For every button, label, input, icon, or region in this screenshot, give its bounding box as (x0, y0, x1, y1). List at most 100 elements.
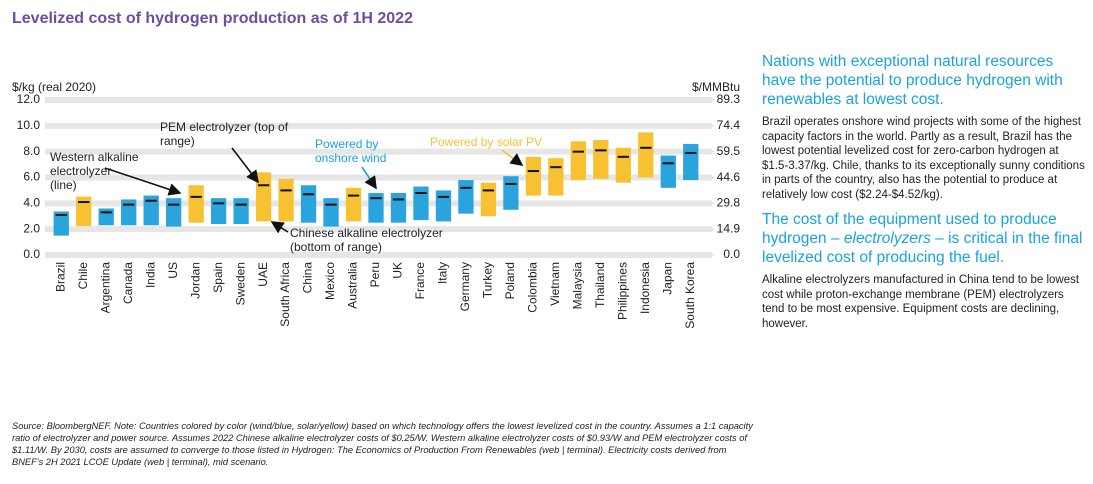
range-bar (233, 198, 249, 224)
x-tick-label: India (143, 262, 157, 288)
heading-part: – is critical in the final levelized cos… (762, 230, 1083, 266)
x-tick-label: Jordan (188, 262, 202, 299)
range-bar (210, 198, 227, 224)
x-tick-label: Australia (346, 262, 360, 309)
y-tick-label: 4.0 (23, 196, 40, 210)
x-tick-label: Italy (436, 262, 450, 284)
range-bar (300, 185, 317, 223)
x-tick-label: UAE (256, 262, 270, 287)
y2-tick-label: 89.3 (717, 92, 741, 106)
range-bar (345, 187, 362, 222)
chart: $/kg (real 2020) $/MMBtu 0.0 2.0 4.0 6.0 8.0… (12, 80, 741, 329)
x-tick-label: Chile (76, 262, 90, 290)
y-tick-label: 2.0 (23, 221, 40, 235)
range-bar (98, 208, 114, 226)
x-tick-label: Canada (121, 262, 135, 304)
range-bar (413, 186, 429, 221)
heading: The cost of the equipment used to produc… (762, 210, 1087, 267)
annotation: Western alkaline (50, 150, 139, 164)
x-tick-label: Spain (211, 262, 225, 293)
range-bar (593, 140, 609, 179)
text-panel: Nations with exceptional natural resourc… (762, 52, 1087, 339)
y2-tick-label: 29.8 (717, 195, 741, 209)
x-tick-label: South Korea (683, 262, 697, 329)
y2-tick-label: 14.9 (717, 221, 741, 235)
x-tick-label: Germany (458, 262, 472, 311)
heading-part: The cost of the equipment used to produc… (762, 211, 1057, 247)
y2-axis-label: $/MMBtu (692, 80, 740, 94)
arrow (231, 147, 259, 184)
x-tick-label: US (166, 262, 180, 279)
x-tick-label: Turkey (481, 262, 495, 298)
range-bar (121, 199, 137, 226)
x-tick-label: France (413, 262, 427, 300)
y2-tick-label: 74.4 (717, 118, 741, 132)
annotation: electrolyzer (50, 164, 111, 178)
range-bar (166, 198, 182, 227)
x-tick-label: Malaysia (571, 262, 585, 310)
x-tick-label: Colombia (526, 262, 540, 313)
range-bar (570, 141, 586, 181)
paragraph: Brazil operates onshore wind projects wi… (762, 116, 1085, 201)
y2-tick-label: 44.6 (717, 170, 741, 184)
x-tick-label: Indonesia (638, 262, 652, 314)
arrow (501, 149, 524, 166)
range-bar (660, 155, 676, 188)
x-tick-label: South Africa (278, 262, 292, 327)
annotation: Powered by solar PV (430, 135, 542, 149)
y-tick-label: 12.0 (17, 92, 41, 106)
range-bar (53, 211, 69, 236)
annotation: onshore wind (315, 151, 386, 165)
x-tick-label: Poland (503, 262, 517, 299)
y-tick-label: 6.0 (23, 170, 40, 184)
y-tick-label: 8.0 (23, 144, 40, 158)
annotation: (line) (50, 178, 77, 192)
annotation: (bottom of range) (290, 240, 382, 254)
x-tick-label: Mexico (323, 262, 337, 300)
source-note: Source: BloombergNEF. Note: Countries co… (12, 421, 753, 467)
annotation: range) (160, 134, 195, 148)
annotation-arrows (104, 147, 524, 234)
heading: Nations with exceptional natural resourc… (762, 53, 1063, 108)
y-tick-label: 10.0 (17, 118, 41, 132)
range-bar (76, 196, 92, 227)
x-tick-label: Brazil (53, 262, 67, 292)
x-tick-label: Philippines (615, 262, 629, 320)
paragraph: Alkaline electrolyzers manufactured in C… (762, 274, 1080, 330)
range-bar (683, 143, 699, 181)
range-bar (503, 176, 519, 210)
annotation: Powered by (315, 137, 378, 151)
range-bar (368, 193, 384, 223)
range-bar (638, 132, 654, 178)
x-tick-label: China (301, 262, 315, 294)
arrow (270, 221, 289, 234)
x-tick-label: Sweden (233, 262, 247, 305)
x-tick-label: Thailand (593, 262, 607, 308)
range-bar (188, 185, 204, 223)
y-axis-label: $/kg (real 2020) (12, 80, 96, 94)
y2-tick-label: 59.5 (717, 144, 741, 158)
range-bar (255, 172, 272, 222)
x-tick-label: Vietnam (548, 262, 562, 306)
annotation: PEM electrolyzer (top of (160, 120, 289, 134)
x-tick-label: UK (391, 262, 405, 279)
range-bar (458, 180, 474, 214)
x-tick-label: Peru (368, 262, 382, 287)
y-tick-label: 0.0 (23, 247, 40, 261)
range-bar (390, 193, 407, 223)
range-bar (615, 147, 631, 183)
range-bar (525, 156, 542, 196)
y2-tick-label: 0.0 (723, 247, 740, 261)
arrow (361, 166, 377, 190)
range-bar (278, 178, 294, 222)
chart-title: Levelized cost of hydrogen production as… (12, 10, 413, 27)
range-bar (548, 158, 564, 196)
range-bar (323, 198, 339, 227)
arrow (104, 167, 182, 196)
heading-part: electrolyzers (843, 230, 931, 247)
annotation: Chinese alkaline electrolyzer (290, 226, 443, 240)
x-tick-label: Japan (660, 262, 674, 295)
x-tick-label: Argentina (98, 262, 112, 314)
range-bar (435, 190, 452, 222)
